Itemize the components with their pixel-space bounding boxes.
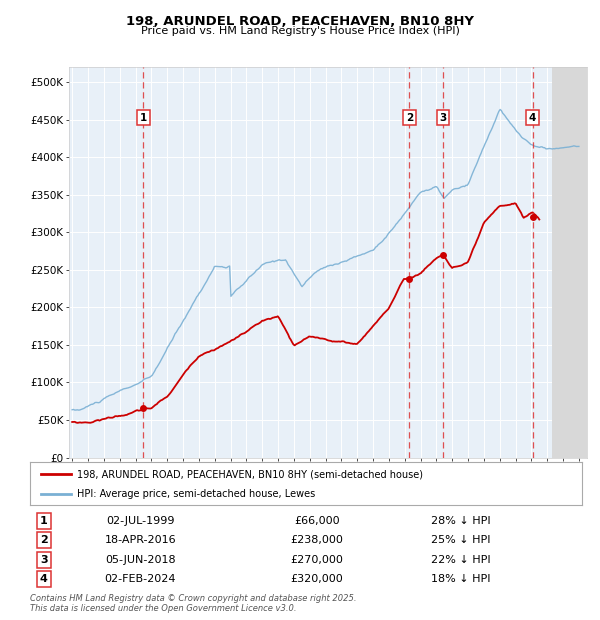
Text: 2: 2 [40, 535, 47, 545]
Text: £238,000: £238,000 [290, 535, 343, 545]
Text: 02-FEB-2024: 02-FEB-2024 [104, 574, 176, 584]
Text: 1: 1 [140, 113, 147, 123]
Text: £270,000: £270,000 [290, 555, 343, 565]
Text: £320,000: £320,000 [290, 574, 343, 584]
Text: £66,000: £66,000 [294, 516, 340, 526]
Text: 2: 2 [406, 113, 413, 123]
Text: HPI: Average price, semi-detached house, Lewes: HPI: Average price, semi-detached house,… [77, 489, 315, 500]
Text: 25% ↓ HPI: 25% ↓ HPI [431, 535, 490, 545]
Text: 198, ARUNDEL ROAD, PEACEHAVEN, BN10 8HY (semi-detached house): 198, ARUNDEL ROAD, PEACEHAVEN, BN10 8HY … [77, 469, 423, 479]
Text: 4: 4 [529, 113, 536, 123]
Text: 18-APR-2016: 18-APR-2016 [104, 535, 176, 545]
Text: 05-JUN-2018: 05-JUN-2018 [105, 555, 176, 565]
Text: 4: 4 [40, 574, 48, 584]
Bar [552, 67, 587, 458]
Text: 1: 1 [40, 516, 47, 526]
Text: 3: 3 [40, 555, 47, 565]
Text: 22% ↓ HPI: 22% ↓ HPI [431, 555, 490, 565]
Text: 3: 3 [439, 113, 446, 123]
Text: Price paid vs. HM Land Registry's House Price Index (HPI): Price paid vs. HM Land Registry's House … [140, 26, 460, 36]
Text: 02-JUL-1999: 02-JUL-1999 [106, 516, 175, 526]
Text: 198, ARUNDEL ROAD, PEACEHAVEN, BN10 8HY: 198, ARUNDEL ROAD, PEACEHAVEN, BN10 8HY [126, 15, 474, 27]
Text: 28% ↓ HPI: 28% ↓ HPI [431, 516, 490, 526]
Text: 18% ↓ HPI: 18% ↓ HPI [431, 574, 490, 584]
Text: Contains HM Land Registry data © Crown copyright and database right 2025.
This d: Contains HM Land Registry data © Crown c… [30, 594, 356, 613]
